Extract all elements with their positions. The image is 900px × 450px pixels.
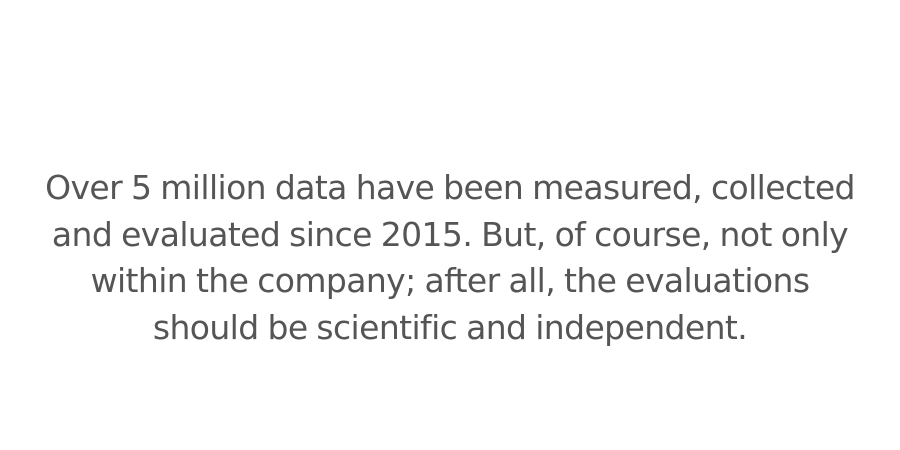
statement-line: Over 5 million data have been measured, …: [45, 168, 855, 207]
statement-text: Over 5 million data have been measured, …: [0, 165, 900, 351]
statement-line: and evaluated since 2015. But, of course…: [51, 214, 849, 254]
statement-line: should be scientific and independent.: [152, 307, 748, 347]
statement-line: within the company; after all, the evalu…: [90, 261, 810, 300]
